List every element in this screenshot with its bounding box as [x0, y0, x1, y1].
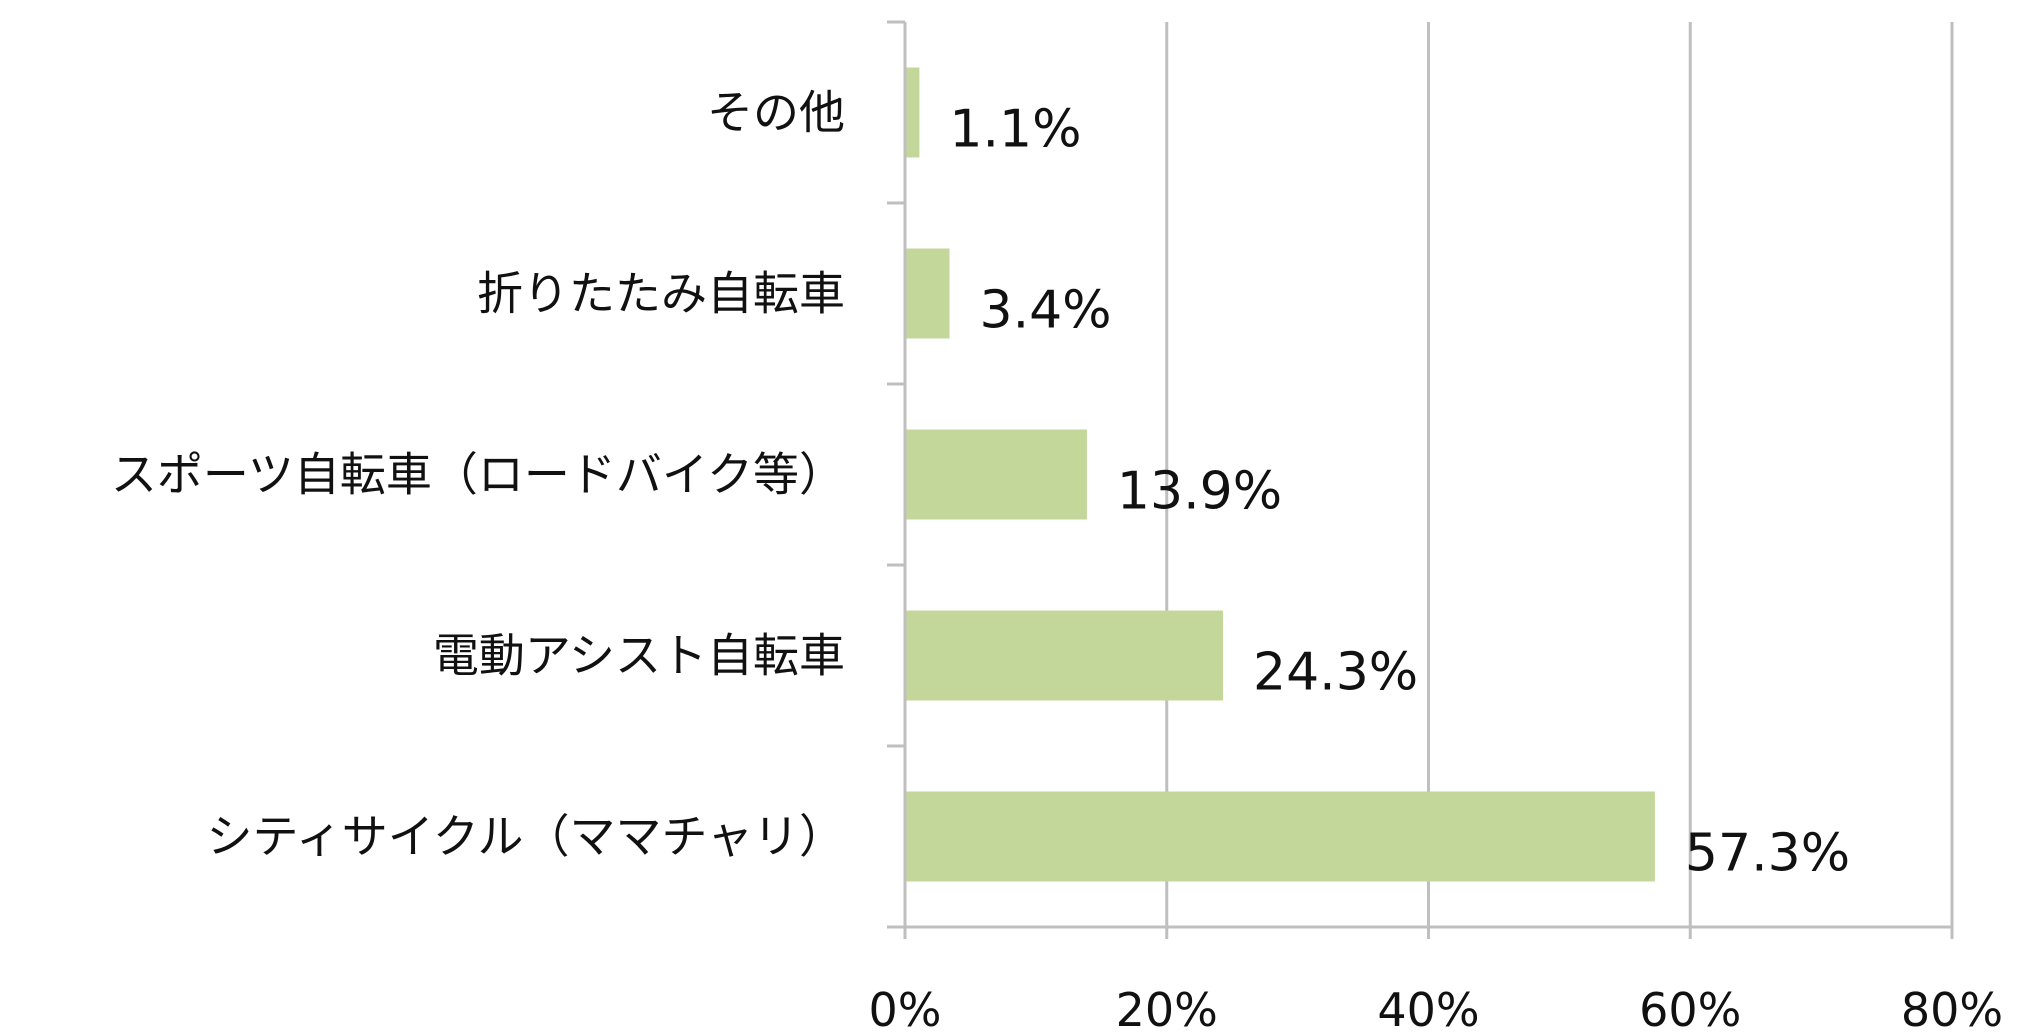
category-label: 電動アシスト自転車 — [433, 629, 845, 683]
data-label: 24.3% — [1253, 643, 1418, 703]
category-label: スポーツ自転車（ロードバイク等） — [111, 448, 845, 502]
bar — [905, 610, 1224, 701]
x-tick-label: 40% — [1377, 983, 1479, 1036]
bar — [905, 429, 1087, 520]
bar — [905, 67, 920, 158]
category-label: シティサイクル（ママチャリ） — [207, 810, 845, 864]
data-label: 1.1% — [949, 100, 1081, 160]
bar — [905, 791, 1655, 882]
bars — [905, 67, 1655, 882]
value-labels: 1.1% 3.4% 13.9% 24.3% 57.3% — [949, 100, 1850, 884]
gridlines — [1165, 22, 1954, 939]
category-label: 折りたたみ自転車 — [477, 267, 845, 321]
data-label: 13.9% — [1117, 462, 1282, 522]
x-tick-label: 20% — [1116, 983, 1218, 1036]
data-label: 57.3% — [1685, 824, 1850, 884]
bar — [905, 248, 950, 339]
x-tick-labels: 0% 20% 40% 60% 80% — [869, 983, 2004, 1036]
axes — [887, 20, 1952, 939]
x-tick-label: 0% — [869, 983, 942, 1036]
x-tick-label: 80% — [1901, 983, 2003, 1036]
x-tick-label: 60% — [1639, 983, 1741, 1036]
data-label: 3.4% — [979, 281, 1111, 341]
category-label: その他 — [707, 86, 845, 140]
